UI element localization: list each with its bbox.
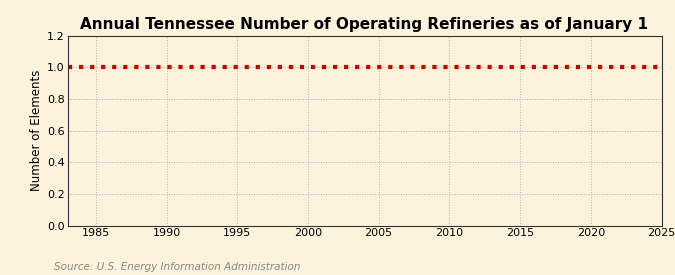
Title: Annual Tennessee Number of Operating Refineries as of January 1: Annual Tennessee Number of Operating Ref… [80,17,649,32]
Y-axis label: Number of Elements: Number of Elements [30,70,43,191]
Text: Source: U.S. Energy Information Administration: Source: U.S. Energy Information Administ… [54,262,300,272]
